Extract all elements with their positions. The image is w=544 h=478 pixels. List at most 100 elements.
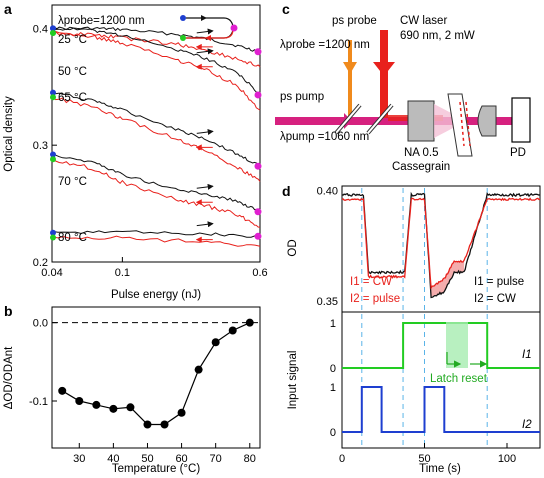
a-temp-label: 25 °C	[58, 34, 87, 46]
d-i1-trace	[342, 322, 540, 369]
b-point	[109, 404, 118, 413]
b-xtick-label: 40	[107, 453, 119, 465]
b-point	[75, 397, 84, 405]
b-point	[211, 338, 220, 347]
a-series-red	[51, 159, 261, 228]
a-series-black	[51, 92, 261, 167]
b-point	[92, 400, 101, 409]
legend-right-1: I1 = pulse	[474, 276, 524, 288]
b-point	[143, 420, 152, 429]
a-xtick-label: 0.04	[41, 267, 62, 279]
latch-reset-label: Latch reset	[430, 373, 488, 385]
sample-slide	[447, 93, 473, 157]
d-od-black-trace	[341, 191, 541, 299]
d-i1-ytick-label: 0	[330, 363, 336, 375]
inset-end-dot	[180, 35, 186, 41]
a-turn-dot	[254, 91, 262, 99]
d-i1-ytick-label: 1	[330, 318, 336, 330]
a-ytick-label: 0.4	[33, 23, 48, 35]
a-turn-dot	[254, 232, 262, 240]
legend-left-2: I2 = pulse	[350, 293, 400, 305]
b-series-line	[61, 322, 251, 426]
a-arrow-forward	[196, 221, 214, 228]
a-start-dot	[50, 151, 56, 158]
b-xtick-label: 30	[73, 453, 85, 465]
b-point	[58, 386, 67, 395]
b-xtick-label: 50	[141, 453, 153, 465]
probe-beam	[348, 40, 352, 118]
b-point	[245, 318, 254, 327]
a-series-black	[51, 26, 261, 53]
a-series-black	[51, 230, 261, 238]
panel-a-temperature-labels: 25 °C 50 °C 65 °C 70 °C 80 °C	[58, 34, 87, 244]
d-xtick-label: 0	[339, 453, 345, 465]
a-xtick-label: 0.6	[252, 267, 267, 279]
panel-b-series	[58, 318, 254, 429]
b-xtick-label: 60	[175, 453, 187, 465]
pd-label: PD	[510, 147, 526, 159]
a-series-black	[51, 154, 261, 213]
panel-d-xlabel: Time (s)	[419, 463, 461, 475]
a-turn-dot	[254, 48, 262, 56]
a-end-dot	[50, 30, 56, 37]
d-od-red-trace	[341, 197, 541, 290]
cw-spec-label: 690 nm, 2 mW	[400, 30, 475, 42]
cassegrain-label: Cassegrain	[392, 161, 450, 173]
a-temp-label: 80 °C	[58, 232, 87, 244]
probe-wavelength-c: λprobe =1200 nm	[280, 39, 370, 51]
b-point	[160, 420, 169, 429]
a-ytick-label: 0.3	[33, 140, 48, 152]
cw-laser-label: CW laser	[400, 15, 447, 27]
a-start-dot	[50, 89, 56, 96]
b-xtick-label: 80	[244, 453, 256, 465]
beamsplitter-2-inner	[367, 104, 393, 134]
setup-schematic	[275, 30, 531, 157]
na-label: NA 0.5	[404, 147, 439, 159]
a-end-dot	[50, 156, 56, 163]
inset-loop-black	[186, 17, 234, 39]
panel-d-input-label: Input signal	[287, 351, 299, 410]
a-start-dot	[50, 25, 56, 32]
sample-line-1	[459, 101, 465, 147]
beamsplitter-1-inner	[335, 104, 361, 134]
i1-label: I1	[522, 349, 532, 361]
a-xtick-label: 0.1	[115, 267, 130, 279]
focus-cone	[434, 104, 455, 138]
probe-arrowhead	[343, 62, 357, 74]
panel-a-ticks: 0.04 0.1 0.6 0.2 0.3 0.4	[33, 23, 268, 279]
panel-d-od-label: OD	[287, 239, 299, 256]
i2-label: I2	[522, 419, 532, 431]
d-od-ytick-label: 0.40	[317, 185, 338, 197]
a-temp-label: 50 °C	[58, 66, 87, 78]
pump-wavelength-label: λpump =1060 nm	[280, 131, 369, 143]
latch-reset-region	[446, 322, 468, 368]
panel-a-series	[50, 25, 262, 247]
d-xtick-label: 100	[498, 453, 516, 465]
panel-d-label: d	[282, 183, 291, 199]
a-temp-label: 65 °C	[58, 92, 87, 104]
d-xtick-label: 50	[418, 453, 430, 465]
b-ytick-label: 0.0	[33, 318, 48, 330]
panel-b-xlabel: Temperature (°C)	[112, 463, 200, 475]
a-end-dot	[50, 94, 56, 101]
panel-b-ticks: 30 40 50 60 70 80 -0.1 0.0	[29, 318, 256, 465]
panel-c-label: c	[282, 1, 290, 17]
a-ytick-label: 0.2	[33, 257, 48, 269]
probe-wavelength-label: λprobe=1200 nm	[58, 15, 145, 27]
b-point	[177, 408, 186, 417]
panel-a-frame	[51, 4, 261, 263]
panel-a-ylabel: Optical density	[3, 96, 15, 172]
d-i2-ytick-label: 1	[330, 382, 336, 394]
ps-probe-label: ps probe	[332, 15, 377, 27]
legend-right-2: I2 = CW	[474, 293, 516, 305]
a-arrow-forward	[196, 48, 214, 55]
panel-d-series	[341, 191, 541, 433]
b-ytick-label: -0.1	[29, 396, 48, 408]
photodetector	[511, 97, 531, 143]
a-temp-label: 70 °C	[58, 176, 87, 188]
panel-b-ylabel: ΔOD/ODAnt	[3, 346, 15, 409]
a-series-red	[51, 96, 261, 182]
panel-d-dashed-markers	[361, 188, 488, 446]
a-arrow-forward	[196, 183, 214, 190]
